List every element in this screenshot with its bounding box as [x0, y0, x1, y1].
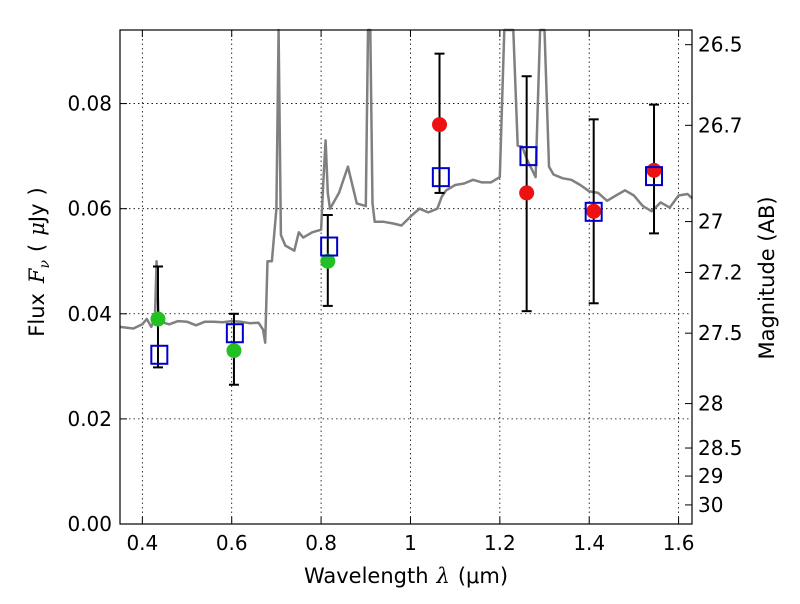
- x-tick-label: 1: [404, 531, 417, 555]
- x-tick-label: 0.4: [126, 531, 158, 555]
- y-tick-label: 0.08: [67, 92, 112, 116]
- x-tick-label: 1.2: [484, 531, 516, 555]
- y2-tick-label: 27.5: [698, 321, 743, 345]
- model-boxes: [150, 146, 664, 365]
- green-point: [226, 343, 242, 359]
- y2-axis-ticks: 26.5 26.7 27 27.2 27.5 28 28.5 29 30: [685, 33, 743, 517]
- y-tick-label: 0.02: [67, 407, 112, 431]
- y2-tick-label: 29: [698, 464, 723, 488]
- red-point: [646, 162, 662, 178]
- model-box: [645, 166, 664, 187]
- y2-tick-label: 26.7: [698, 113, 743, 137]
- model-box: [519, 146, 538, 167]
- plot-frame: [119, 29, 693, 525]
- y-tick-label: 0.06: [67, 197, 112, 221]
- y-tick-label: 0.04: [67, 302, 112, 326]
- y-axis-ticks: 0.00 0.02 0.04 0.06 0.08: [67, 92, 127, 536]
- model-box: [431, 167, 450, 188]
- x-tick-label: 0.8: [305, 531, 337, 555]
- y2-tick-label: 30: [698, 493, 723, 517]
- x-tick-label: 0.6: [216, 531, 248, 555]
- red-points: [432, 117, 662, 219]
- y2-tick-label: 27: [698, 210, 723, 234]
- x-axis-label: Wavelength λ (μm): [304, 564, 508, 588]
- y2-tick-label: 28: [698, 392, 723, 416]
- model-box: [150, 344, 169, 365]
- y2-tick-label: 27.2: [698, 260, 743, 284]
- green-point: [320, 253, 336, 269]
- x-tick-label: 1.4: [573, 531, 605, 555]
- red-point: [519, 185, 535, 201]
- y2-tick-label: 28.5: [698, 436, 743, 460]
- x-tick-label: 1.6: [663, 531, 695, 555]
- x-axis-ticks: 0.4 0.6 0.8 1 1.2 1.4 1.6: [126, 30, 695, 555]
- model-box: [584, 201, 603, 222]
- green-point: [150, 311, 166, 327]
- red-point: [432, 117, 448, 133]
- y2-tick-label: 26.5: [698, 33, 743, 57]
- red-point: [586, 203, 602, 219]
- model-box: [225, 323, 244, 344]
- model-box: [320, 236, 339, 257]
- green-points: [150, 253, 336, 359]
- model-spectrum-line: [119, 28, 693, 344]
- y-axis-label: FluxFν(μJy): [25, 187, 53, 336]
- y-tick-label: 0.00: [67, 512, 112, 536]
- y2-axis-label: Magnitude (AB): [755, 196, 779, 359]
- grid-lines: [120, 30, 692, 524]
